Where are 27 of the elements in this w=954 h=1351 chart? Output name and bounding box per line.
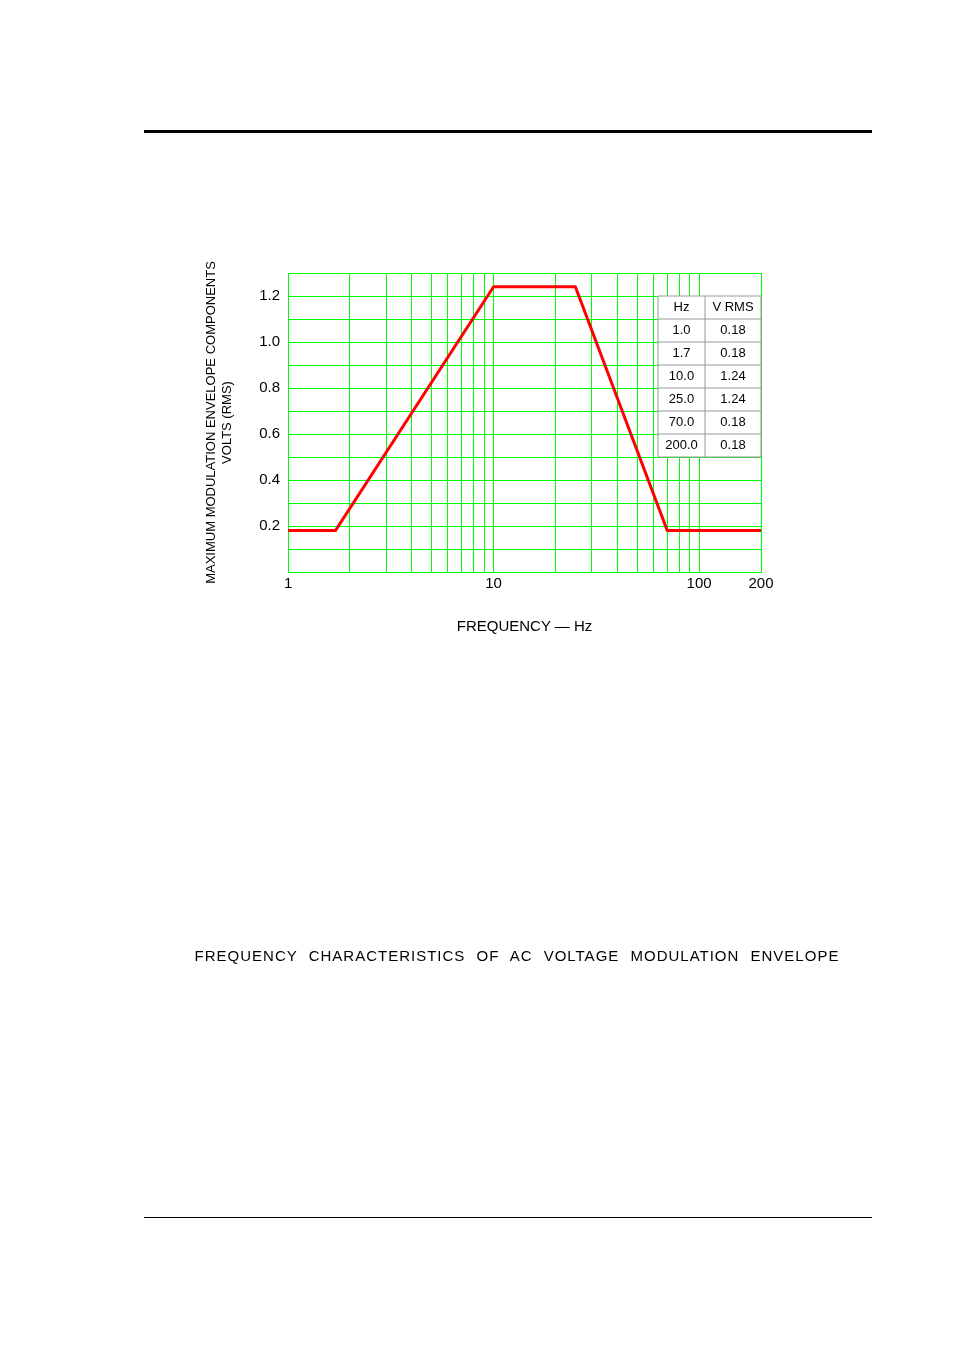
annotation: 200.0	[665, 437, 698, 453]
x-axis-title: FREQUENCY — Hz	[456, 617, 593, 635]
annotation: 1.24	[720, 391, 746, 407]
x-tick-label: 100	[686, 574, 712, 592]
y-axis-title: MAXIMUM MODULATION ENVELOPE COMPONENTS VOLTS (RMS)	[203, 260, 234, 584]
x-tick-label: 10	[485, 574, 502, 592]
annotation: 1.24	[720, 368, 746, 384]
annotation: 25.0	[668, 391, 695, 407]
annotation: 10.0	[668, 368, 695, 384]
x-tick-label: 200	[748, 574, 774, 592]
annotation: Hz	[673, 299, 690, 315]
annotation: 1.0	[672, 322, 691, 338]
y-tick-label: 0.8	[259, 378, 281, 396]
y-tick-label: 1.0	[259, 332, 281, 350]
y-tick-label: 0.4	[259, 470, 281, 488]
text: FREQUENCY CHARACTERISTICS OF AC VOLTAGE MODULATION ENVELOPE	[193, 947, 841, 964]
annotation: 0.18	[720, 345, 746, 361]
y-tick-label: 1.2	[259, 286, 281, 304]
annotation: 1.7	[672, 345, 691, 361]
x-tick-label: 1	[283, 574, 293, 592]
y-tick-label: 0.2	[259, 516, 281, 534]
y-tick-label: 0.6	[259, 424, 281, 442]
annotation: 0.18	[720, 414, 746, 430]
annotation: 0.18	[720, 437, 746, 453]
annotation: V RMS	[712, 299, 754, 315]
annotation: 70.0	[668, 414, 695, 430]
annotation: 0.18	[720, 322, 746, 338]
